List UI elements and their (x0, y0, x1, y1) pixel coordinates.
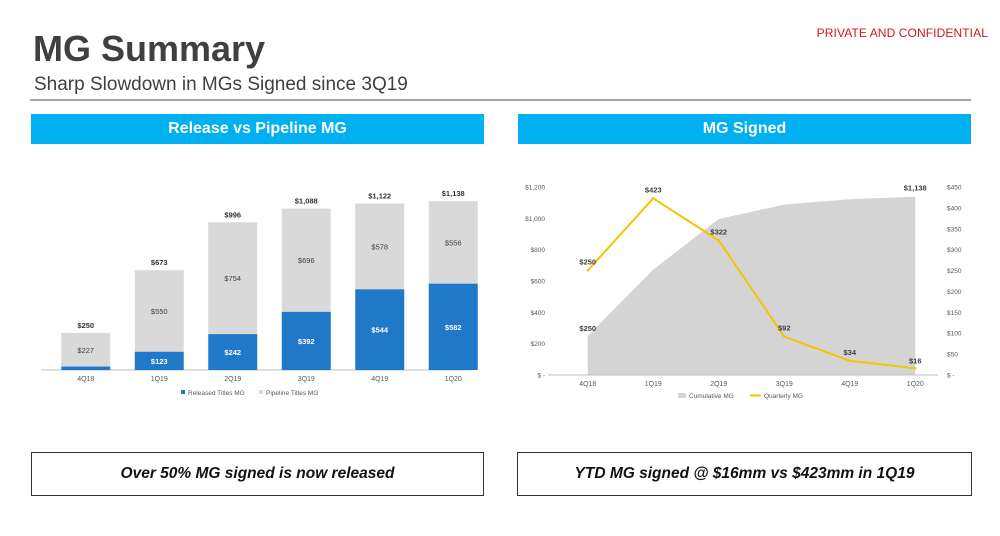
released-data-label: $392 (298, 337, 315, 346)
quarterly-point (914, 367, 917, 370)
x-tick-label: 4Q19 (371, 376, 388, 383)
released-bar (208, 334, 258, 370)
y-right-tick-label: $250 (947, 268, 962, 275)
quarterly-data-label: $92 (778, 324, 791, 333)
total-data-label: $996 (224, 210, 241, 219)
y-right-tick-label: $450 (947, 185, 962, 192)
release-vs-pipeline-header: Release vs Pipeline MG (31, 114, 484, 144)
quarterly-point (717, 239, 720, 242)
y-right-tick-label: $50 (947, 352, 958, 359)
released-bar (281, 311, 331, 370)
cumulative-data-label: $250 (579, 324, 596, 333)
cumulative-area (587, 196, 916, 375)
pipeline-data-label: $754 (224, 274, 241, 283)
mg-signed-chart: $ - $200 $400 $600 $800 $1,000 $1,200 $ - $50 $10… (525, 184, 962, 400)
quarterly-data-label: $16 (909, 356, 922, 365)
y-right-tick-label: $150 (947, 310, 962, 317)
cumulative-data-label: $1,138 (904, 184, 927, 193)
page-subtitle: Sharp Slowdown in MGs Signed since 3Q19 (34, 74, 408, 95)
quarterly-line (587, 197, 916, 370)
released-bar (428, 283, 478, 370)
y-left-tick-label: $200 (531, 341, 546, 348)
pipeline-data-label: $550 (151, 307, 168, 316)
release-vs-pipeline-chart: $227 $250 4Q18 $550 $123 $673 1Q19 $754 $242 $996… (41, 189, 478, 397)
y-left-tick-label: $ - (537, 373, 545, 380)
pipeline-data-label: $227 (77, 346, 94, 355)
quarterly-point (652, 197, 655, 200)
y-right-tick-label: $200 (947, 289, 962, 296)
x-tick-label: 1Q20 (907, 381, 924, 388)
y-right-tick-label: $100 (947, 331, 962, 338)
y-right-tick-label: $300 (947, 247, 962, 254)
quarterly-data-label: $322 (710, 227, 727, 236)
total-data-label: $673 (151, 258, 168, 267)
legend-swatch-released (181, 390, 185, 394)
title-divider (30, 99, 971, 101)
total-data-label: $250 (77, 321, 94, 330)
mg-signed-header: MG Signed (518, 114, 971, 144)
ytd-callout: YTD MG signed @ $16mm vs $423mm in 1Q19 (517, 452, 972, 496)
legend-cumulative: Cumulative MG (689, 393, 734, 400)
pipeline-bar (61, 332, 111, 367)
pipeline-bar (134, 270, 184, 352)
quarterly-point (586, 269, 589, 272)
y-left-tick-label: $1,000 (525, 216, 545, 223)
x-tick-label: 1Q19 (151, 376, 168, 383)
legend-pipeline: Pipeline Titles MG (266, 390, 318, 397)
y-left-tick-label: $600 (531, 279, 546, 286)
released-data-label: $123 (151, 357, 168, 366)
x-tick-label: 3Q19 (298, 376, 315, 383)
pipeline-data-label: $578 (371, 242, 388, 251)
released-bar (61, 366, 111, 370)
y-right-tick-label: $ - (947, 373, 955, 380)
legend-quarterly: Quarterly MG (764, 393, 803, 400)
released-bar (134, 351, 184, 370)
legend-released: Released Titles MG (188, 390, 245, 397)
confidential-label: PRIVATE AND CONFIDENTIAL (816, 26, 988, 40)
quarterly-data-label: $250 (579, 258, 596, 267)
x-tick-label: 2Q19 (224, 376, 241, 383)
pipeline-data-label: $696 (298, 256, 315, 265)
released-data-label: $544 (371, 326, 389, 335)
released-data-label: $242 (224, 348, 241, 357)
pipeline-bar (281, 208, 331, 312)
quarterly-point (783, 335, 786, 338)
y-right-tick-label: $350 (947, 226, 962, 233)
x-tick-label: 3Q19 (776, 381, 793, 388)
legend-swatch-cumulative (678, 393, 686, 398)
y-left-tick-label: $400 (531, 310, 546, 317)
x-tick-label: 4Q18 (579, 381, 596, 388)
total-data-label: $1,138 (442, 189, 465, 198)
pipeline-bar (208, 222, 258, 335)
total-data-label: $1,088 (295, 197, 318, 206)
legend-swatch-pipeline (259, 390, 263, 394)
y-left-tick-label: $800 (531, 247, 546, 254)
quarterly-data-label: $423 (645, 185, 662, 194)
release-callout: Over 50% MG signed is now released (31, 452, 484, 496)
page-title: MG Summary (33, 28, 266, 69)
total-data-label: $1,122 (368, 192, 391, 201)
x-tick-label: 4Q19 (841, 381, 858, 388)
pipeline-bar (428, 201, 478, 284)
x-tick-label: 2Q19 (710, 381, 727, 388)
y-right-tick-label: $400 (947, 205, 962, 212)
pipeline-bar (355, 203, 405, 290)
quarterly-point (848, 359, 851, 362)
x-tick-label: 1Q20 (445, 376, 462, 383)
x-tick-label: 4Q18 (77, 376, 94, 383)
released-bar (355, 289, 405, 370)
quarterly-data-label: $34 (843, 348, 856, 357)
pipeline-data-label: $556 (445, 238, 462, 247)
released-data-label: $582 (445, 323, 462, 332)
x-tick-label: 1Q19 (645, 381, 662, 388)
y-left-tick-label: $1,200 (525, 185, 545, 192)
